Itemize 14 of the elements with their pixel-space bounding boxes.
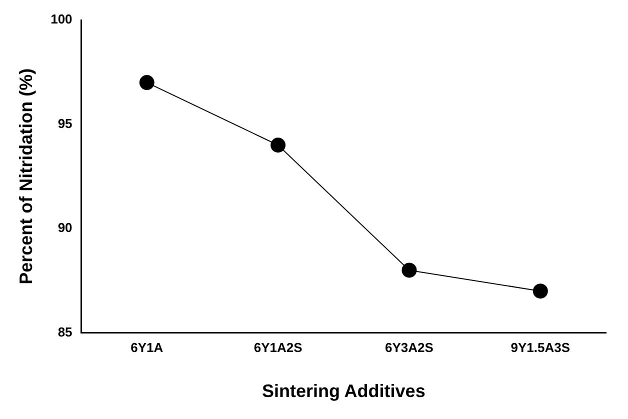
y-tick-label: 100 [50, 12, 72, 27]
point [532, 284, 548, 299]
point [402, 262, 417, 278]
x-axis-title: Sintering Additives [262, 381, 426, 402]
point [139, 75, 154, 90]
x-tick-label: 6Y3A2S [385, 340, 434, 356]
point [270, 138, 286, 153]
y-tick-label: 85 [58, 324, 72, 340]
y-tick-label: 90 [58, 220, 72, 236]
x-tick-label: 6Y1A2S [254, 340, 303, 356]
x-tick-label: 6Y1A [130, 340, 164, 356]
y-axis-title: Percent of Nitridation (%) [16, 68, 36, 284]
x-tick-label: 9Y1.5A3S [510, 340, 570, 356]
y-tick-label: 95 [58, 116, 72, 131]
